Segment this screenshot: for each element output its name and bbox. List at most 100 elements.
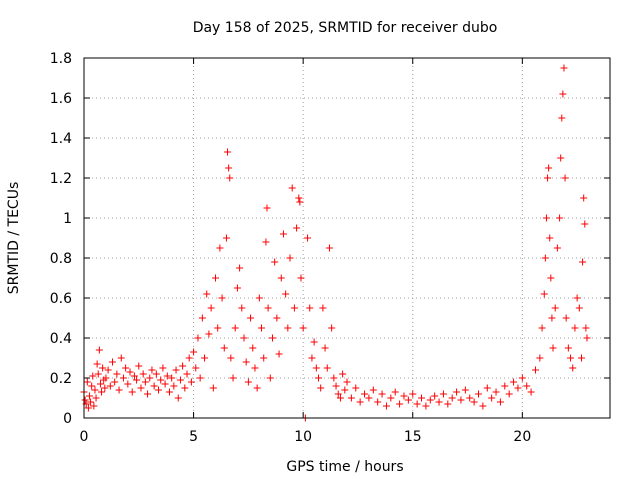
data-point xyxy=(264,304,272,312)
data-point xyxy=(91,386,99,394)
data-point xyxy=(102,374,110,382)
data-point xyxy=(240,334,248,342)
data-point xyxy=(396,400,404,408)
data-point xyxy=(90,402,98,410)
data-point xyxy=(187,378,195,386)
data-points xyxy=(80,64,591,422)
y-tick-label: 0.6 xyxy=(50,291,72,307)
data-point xyxy=(541,254,549,262)
data-point xyxy=(113,370,121,378)
data-point xyxy=(233,284,241,292)
data-point xyxy=(115,386,123,394)
data-point xyxy=(551,304,559,312)
data-point xyxy=(573,294,581,302)
data-point xyxy=(531,366,539,374)
y-tick-label: 1.6 xyxy=(50,91,72,107)
data-point xyxy=(310,338,318,346)
data-point xyxy=(557,154,565,162)
data-point xyxy=(315,374,323,382)
data-point xyxy=(201,354,209,362)
data-point xyxy=(249,344,257,352)
data-point xyxy=(124,380,132,388)
grid-lines xyxy=(84,58,610,418)
data-point xyxy=(146,374,154,382)
data-point xyxy=(277,274,285,282)
data-point xyxy=(556,214,564,222)
data-point xyxy=(282,290,290,298)
data-point xyxy=(157,376,165,384)
data-point xyxy=(205,330,213,338)
data-point xyxy=(518,374,526,382)
data-point xyxy=(275,350,283,358)
data-point xyxy=(104,366,112,374)
data-point xyxy=(483,384,491,392)
data-point xyxy=(139,370,147,378)
data-point xyxy=(214,324,222,332)
data-point xyxy=(286,254,294,262)
data-point xyxy=(181,384,189,392)
data-point xyxy=(545,164,553,172)
y-tick-label: 0 xyxy=(63,411,72,427)
y-tick-label: 1.2 xyxy=(50,171,72,187)
data-point xyxy=(341,386,349,394)
data-point xyxy=(562,314,570,322)
data-point xyxy=(553,244,561,252)
data-point xyxy=(242,358,250,366)
data-point xyxy=(148,366,156,374)
data-point xyxy=(203,290,211,298)
data-point xyxy=(444,400,452,408)
data-point xyxy=(561,174,569,182)
data-point xyxy=(133,376,141,384)
data-point xyxy=(216,244,224,252)
data-point xyxy=(365,394,373,402)
data-point xyxy=(263,204,271,212)
data-point xyxy=(457,396,465,404)
data-point xyxy=(549,344,557,352)
data-point xyxy=(578,354,586,362)
y-tick-label: 1.4 xyxy=(50,131,72,147)
data-point xyxy=(231,324,239,332)
data-point xyxy=(321,344,329,352)
chart-title: Day 158 of 2025, SRMTID for receiver dub… xyxy=(193,20,498,36)
data-point xyxy=(159,364,167,372)
data-point xyxy=(119,374,127,382)
x-tick-label: 5 xyxy=(189,429,198,445)
data-point xyxy=(209,384,217,392)
data-point xyxy=(262,238,270,246)
data-point xyxy=(492,388,500,396)
data-point xyxy=(426,396,434,404)
data-point xyxy=(94,370,102,378)
data-point xyxy=(87,398,95,406)
data-point xyxy=(172,366,180,374)
data-point xyxy=(496,398,504,406)
x-tick-label: 10 xyxy=(294,429,312,445)
data-point xyxy=(356,398,364,406)
data-point xyxy=(253,384,261,392)
data-point xyxy=(135,362,143,370)
data-point xyxy=(296,198,304,206)
data-point xyxy=(558,114,566,122)
data-point xyxy=(361,390,369,398)
data-point xyxy=(579,258,587,266)
data-point xyxy=(514,384,522,392)
data-point xyxy=(161,380,169,388)
data-point xyxy=(170,382,178,390)
data-point xyxy=(413,400,421,408)
data-point xyxy=(317,384,325,392)
data-point xyxy=(435,398,443,406)
data-point xyxy=(130,372,138,380)
data-point xyxy=(466,394,474,402)
data-point xyxy=(308,354,316,362)
data-point xyxy=(290,304,298,312)
data-point xyxy=(185,354,193,362)
data-point xyxy=(247,314,255,322)
data-point xyxy=(536,354,544,362)
data-point xyxy=(279,230,287,238)
data-point xyxy=(163,372,171,380)
data-point xyxy=(93,360,101,368)
data-point xyxy=(400,392,408,400)
data-point xyxy=(198,314,206,322)
data-point xyxy=(306,304,314,312)
plot-frame xyxy=(83,57,611,419)
